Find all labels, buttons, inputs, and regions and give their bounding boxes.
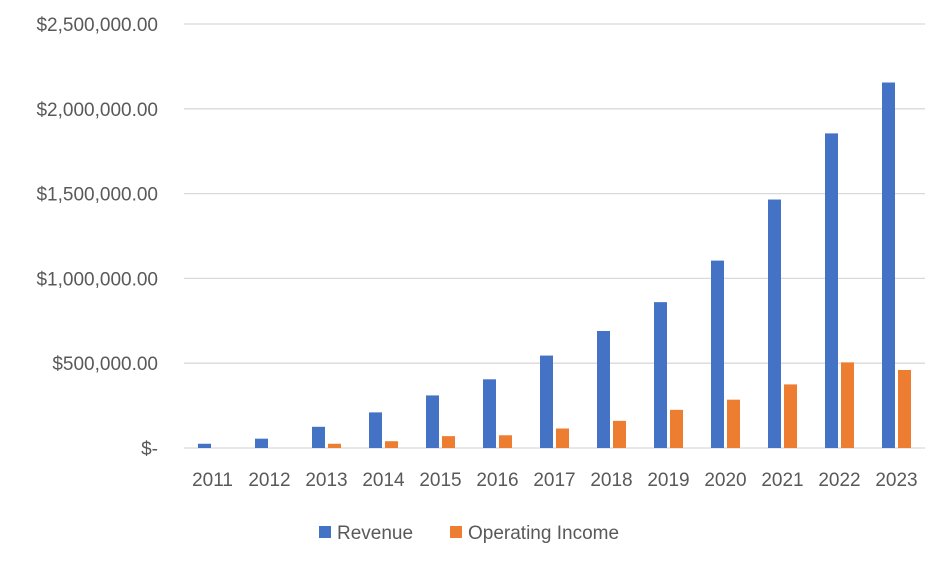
bar-revenue-2017 (540, 355, 553, 448)
x-tick-label-2019: 2019 (647, 470, 689, 491)
bar-operating-income-2016 (499, 435, 512, 448)
x-tick-label-2017: 2017 (533, 470, 575, 491)
y-tick-label: $1,000,000.00 (36, 269, 158, 290)
bar-revenue-2023 (882, 82, 895, 449)
bar-operating-income-2023 (898, 369, 911, 448)
legend-label-operating-income: Operating Income (468, 523, 619, 544)
bar-revenue-2011 (198, 443, 211, 448)
x-tick-label-2015: 2015 (419, 470, 461, 491)
bars (198, 82, 911, 449)
x-tick-label-2022: 2022 (818, 470, 860, 491)
x-tick-label-2021: 2021 (761, 470, 803, 491)
bar-operating-income-2017 (556, 428, 569, 448)
y-tick-label: $1,500,000.00 (36, 185, 158, 206)
bar-operating-income-2014 (385, 441, 398, 448)
y-tick-label: $- (141, 439, 158, 460)
bar-revenue-2020 (711, 260, 724, 448)
bar-revenue-2019 (654, 302, 667, 448)
bar-revenue-2022 (825, 133, 838, 448)
bar-operating-income-2018 (613, 420, 626, 448)
y-axis-tick-labels: $- $500,000.00 $1,000,000.00 $1,500,000.00 $… (36, 15, 158, 460)
x-tick-label-2016: 2016 (476, 470, 518, 491)
x-axis-tick-labels: 2011 2012 2013 2014 2015 2016 2017 2018 2019 2020… (192, 470, 918, 491)
x-tick-label-2023: 2023 (875, 470, 917, 491)
x-tick-label-2018: 2018 (590, 470, 632, 491)
gridlines (184, 23, 925, 449)
bar-revenue-2018 (597, 330, 610, 448)
bar-revenue-2014 (369, 412, 382, 448)
bar-operating-income-2022 (841, 362, 854, 448)
bar-revenue-2016 (483, 379, 496, 448)
legend-label-revenue: Revenue (337, 523, 413, 544)
legend-swatch-operating-income (450, 526, 462, 538)
x-tick-label-2020: 2020 (704, 470, 746, 491)
bar-revenue-2015 (426, 395, 439, 448)
bar-operating-income-2021 (784, 384, 797, 448)
legend-swatch-revenue (319, 526, 331, 538)
bar-operating-income-2013 (328, 443, 341, 448)
bar-operating-income-2020 (727, 399, 740, 448)
y-tick-label: $2,000,000.00 (36, 100, 158, 121)
bar-operating-income-2019 (670, 409, 683, 448)
x-tick-label-2011: 2011 (192, 470, 233, 491)
y-tick-label: $2,500,000.00 (36, 15, 158, 36)
bar-operating-income-2015 (442, 436, 455, 448)
bar-revenue-2012 (255, 438, 268, 448)
y-tick-label: $500,000.00 (52, 354, 158, 375)
bar-revenue-2013 (312, 426, 325, 448)
bar-revenue-2021 (768, 199, 781, 448)
x-tick-label-2012: 2012 (248, 470, 290, 491)
x-tick-label-2013: 2013 (305, 470, 347, 491)
x-tick-label-2014: 2014 (362, 470, 405, 491)
legend: Revenue Operating Income (319, 523, 619, 544)
